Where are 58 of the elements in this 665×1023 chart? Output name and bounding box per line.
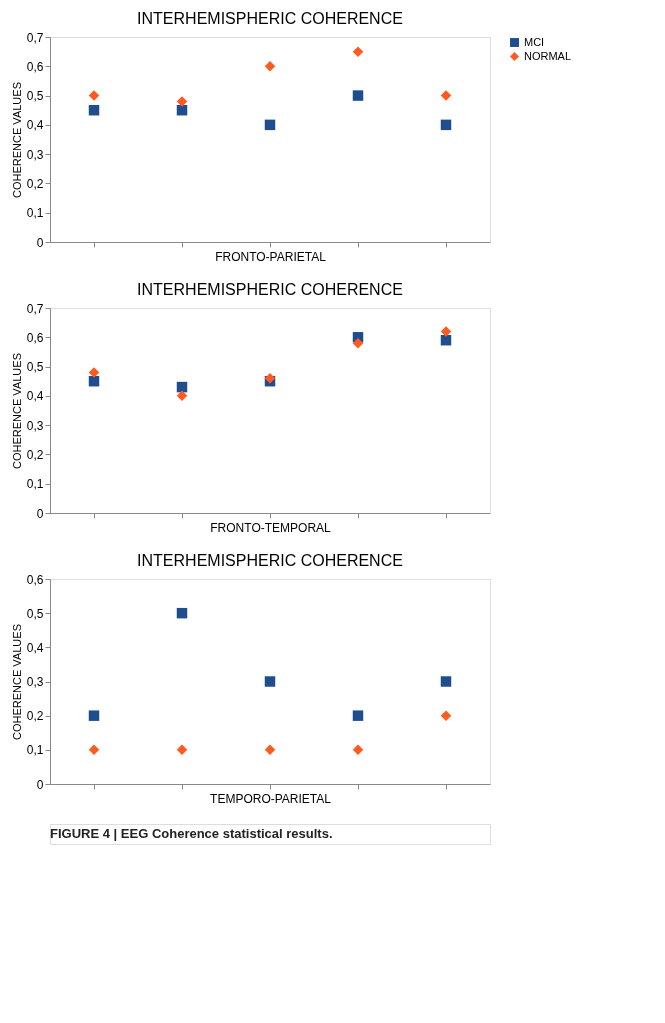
legend-label: NORMAL	[524, 49, 572, 62]
y-tick-label: 0,6	[26, 572, 44, 587]
point	[88, 90, 100, 101]
y-tick-label: 0	[36, 777, 44, 792]
y-tick-label: 0,3	[26, 418, 44, 433]
point	[176, 607, 188, 619]
point	[352, 710, 364, 721]
y-tick-label: 0,1	[26, 206, 44, 221]
point	[352, 744, 364, 756]
y-tick-label: 0,7	[26, 30, 44, 45]
point	[264, 744, 276, 756]
y-tick-label: 0,5	[26, 360, 44, 375]
y-tick-label: 0,2	[26, 447, 44, 462]
point	[264, 61, 276, 72]
y-tick-label: 0,1	[26, 743, 44, 758]
y-tick-label: 0	[36, 506, 44, 521]
y-tick-label: 0,6	[26, 330, 44, 345]
y-axis-title: COHERENCE VALUES	[10, 624, 23, 740]
y-tick-label: 0,6	[26, 59, 44, 74]
y-tick-label: 0,4	[26, 640, 44, 655]
point	[176, 744, 188, 756]
x-axis-title: TEMPORO-PARIETAL	[210, 792, 332, 806]
chart-title: INTERHEMISPHERIC COHERENCE	[137, 281, 403, 298]
x-axis-title: FRONTO-TEMPORAL	[210, 521, 332, 535]
y-axis-title: COHERENCE VALUES	[10, 353, 23, 469]
point	[88, 744, 100, 756]
point	[440, 90, 452, 101]
point	[88, 367, 100, 378]
point	[264, 676, 276, 687]
y-tick-label: 0,4	[26, 118, 44, 133]
point	[176, 390, 188, 402]
point	[176, 96, 188, 107]
y-tick-label: 0,5	[26, 606, 44, 621]
chart-title: INTERHEMISPHERIC COHERENCE	[137, 552, 403, 569]
legend-label: MCI	[524, 35, 545, 48]
chart-title: INTERHEMISPHERIC COHERENCE	[137, 10, 403, 27]
y-axis-title: COHERENCE VALUES	[10, 82, 23, 198]
point	[352, 337, 364, 349]
point	[440, 710, 452, 721]
caption: FIGURE 4 | EEG Coherence statistical results.	[50, 826, 333, 841]
y-tick-label: 0,4	[26, 389, 44, 404]
point	[88, 710, 100, 721]
x-axis-title: FRONTO-PARIETAL	[215, 250, 327, 264]
point	[440, 326, 452, 337]
y-tick-label: 0,3	[26, 147, 44, 162]
y-tick-label: 0,7	[26, 301, 44, 316]
y-tick-label: 0	[36, 235, 44, 250]
point	[440, 119, 452, 131]
y-tick-label: 0,2	[26, 709, 44, 724]
point	[352, 46, 364, 57]
point	[264, 119, 276, 131]
y-tick-label: 0,1	[26, 477, 44, 492]
y-tick-label: 0,3	[26, 675, 44, 689]
point	[88, 104, 100, 116]
point	[440, 676, 452, 687]
y-tick-label: 0,2	[26, 176, 44, 191]
point	[352, 90, 364, 101]
y-tick-label: 0,5	[26, 89, 44, 104]
